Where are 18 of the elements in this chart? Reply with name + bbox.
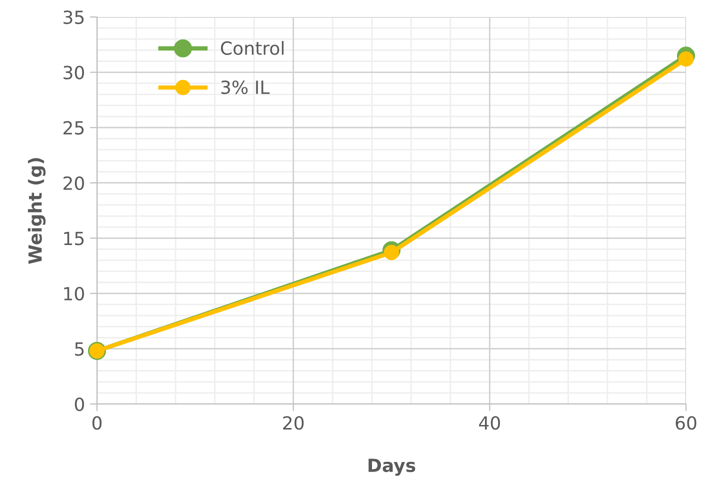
point: [384, 244, 400, 260]
y-tick-label: 15: [64, 232, 84, 246]
y-tick-label: 10: [64, 286, 84, 301]
y-tick-label: 0: [74, 397, 84, 412]
y-tick-label: 5: [75, 342, 84, 356]
y-tick-label: 20: [64, 176, 84, 190]
y-axis-title: Weight (g): [28, 158, 46, 264]
x-tick-label: 40: [479, 416, 500, 430]
y-tick-label: 25: [64, 121, 84, 135]
x-tick-label: 60: [676, 416, 696, 430]
point: [678, 51, 694, 67]
y-tick-label: 35: [64, 10, 84, 24]
x-axis-title: Days: [368, 458, 416, 476]
legend-label: 3% IL: [221, 80, 270, 94]
y-tick-label: 30: [64, 66, 84, 80]
legend-label: Control: [220, 40, 284, 55]
x-tick-label: 0: [92, 416, 102, 430]
x-tick-label: 20: [283, 416, 304, 430]
